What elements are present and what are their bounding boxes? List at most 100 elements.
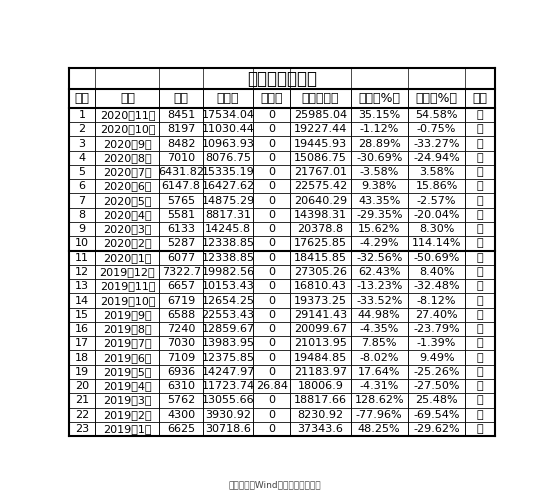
Bar bbox=[95, 350, 160, 365]
Text: -13.23%: -13.23% bbox=[356, 281, 403, 291]
Text: -24.94%: -24.94% bbox=[413, 153, 460, 163]
Bar bbox=[290, 150, 350, 165]
Bar bbox=[290, 108, 350, 122]
Bar bbox=[95, 236, 160, 250]
Bar bbox=[203, 365, 253, 379]
Text: 8197: 8197 bbox=[167, 124, 195, 134]
Text: 19445.93: 19445.93 bbox=[294, 139, 347, 148]
Bar bbox=[350, 165, 408, 179]
Text: 0: 0 bbox=[268, 224, 275, 234]
Bar bbox=[95, 89, 160, 108]
Text: -32.48%: -32.48% bbox=[413, 281, 460, 291]
Bar bbox=[290, 379, 350, 393]
Text: -50.69%: -50.69% bbox=[414, 253, 460, 263]
Text: 16: 16 bbox=[75, 324, 89, 334]
Text: 7010: 7010 bbox=[167, 153, 195, 163]
Text: 6: 6 bbox=[79, 181, 86, 191]
Text: 数据来源：Wind、方正中期研究院: 数据来源：Wind、方正中期研究院 bbox=[229, 480, 321, 489]
Bar bbox=[95, 150, 160, 165]
Bar bbox=[253, 365, 290, 379]
Bar bbox=[290, 222, 350, 236]
Bar bbox=[69, 250, 95, 265]
Text: 48.25%: 48.25% bbox=[358, 424, 400, 434]
Text: 2019年9月: 2019年9月 bbox=[103, 310, 152, 320]
Text: 114.14%: 114.14% bbox=[412, 239, 461, 248]
Text: 35.15%: 35.15% bbox=[358, 110, 400, 120]
Text: 17534.04: 17534.04 bbox=[202, 110, 255, 120]
Text: 日期: 日期 bbox=[120, 92, 135, 105]
Text: 0: 0 bbox=[268, 253, 275, 263]
Text: 5762: 5762 bbox=[167, 395, 195, 405]
Text: 5: 5 bbox=[79, 167, 86, 177]
Bar bbox=[203, 236, 253, 250]
Text: 23: 23 bbox=[75, 424, 89, 434]
Text: 20099.67: 20099.67 bbox=[294, 324, 347, 334]
Text: 吨: 吨 bbox=[477, 110, 483, 120]
Bar bbox=[253, 393, 290, 408]
Text: 15335.19: 15335.19 bbox=[202, 167, 255, 177]
Text: 吨: 吨 bbox=[477, 324, 483, 334]
Text: 62.43%: 62.43% bbox=[358, 267, 400, 277]
Bar bbox=[253, 422, 290, 436]
Bar bbox=[69, 308, 95, 322]
Text: 22575.42: 22575.42 bbox=[294, 181, 347, 191]
Bar bbox=[160, 250, 203, 265]
Bar bbox=[69, 89, 95, 108]
Text: 2019年10月: 2019年10月 bbox=[100, 295, 155, 306]
Bar bbox=[465, 294, 495, 308]
Text: 0: 0 bbox=[268, 353, 275, 363]
Text: 0: 0 bbox=[268, 196, 275, 206]
Bar bbox=[95, 322, 160, 336]
Text: -27.50%: -27.50% bbox=[414, 381, 460, 391]
Bar bbox=[69, 150, 95, 165]
Bar bbox=[465, 236, 495, 250]
Text: 2019年6月: 2019年6月 bbox=[103, 353, 152, 363]
Bar bbox=[69, 265, 95, 279]
Text: 13983.95: 13983.95 bbox=[202, 338, 255, 348]
Bar bbox=[69, 294, 95, 308]
Bar bbox=[290, 179, 350, 194]
Bar bbox=[465, 422, 495, 436]
Text: 序号: 序号 bbox=[75, 92, 90, 105]
Bar bbox=[69, 393, 95, 408]
Bar bbox=[253, 122, 290, 136]
Text: 4300: 4300 bbox=[167, 410, 195, 420]
Bar bbox=[95, 393, 160, 408]
Bar bbox=[160, 136, 203, 150]
Bar bbox=[160, 179, 203, 194]
Bar bbox=[408, 150, 465, 165]
Bar bbox=[203, 294, 253, 308]
Text: 7: 7 bbox=[79, 196, 86, 206]
Text: 9.49%: 9.49% bbox=[419, 353, 454, 363]
Bar bbox=[290, 250, 350, 265]
Bar bbox=[253, 250, 290, 265]
Text: 0: 0 bbox=[268, 424, 275, 434]
Bar bbox=[465, 222, 495, 236]
Text: 14247.97: 14247.97 bbox=[201, 367, 255, 377]
Bar bbox=[350, 122, 408, 136]
Bar bbox=[69, 108, 95, 122]
Bar bbox=[350, 108, 408, 122]
Bar bbox=[465, 179, 495, 194]
Text: 15086.75: 15086.75 bbox=[294, 153, 346, 163]
Text: 19484.85: 19484.85 bbox=[294, 353, 347, 363]
Bar bbox=[408, 136, 465, 150]
Bar bbox=[160, 165, 203, 179]
Text: 2019年2月: 2019年2月 bbox=[103, 410, 152, 420]
Text: 吨: 吨 bbox=[477, 210, 483, 220]
Bar bbox=[465, 108, 495, 122]
Bar bbox=[253, 308, 290, 322]
Text: 吨: 吨 bbox=[477, 167, 483, 177]
Bar bbox=[203, 89, 253, 108]
Text: 4: 4 bbox=[79, 153, 86, 163]
Text: 0: 0 bbox=[268, 310, 275, 320]
Text: 吨: 吨 bbox=[477, 310, 483, 320]
Text: 3.58%: 3.58% bbox=[419, 167, 454, 177]
Bar bbox=[290, 279, 350, 294]
Text: 出口量: 出口量 bbox=[260, 92, 283, 105]
Bar bbox=[95, 122, 160, 136]
Bar bbox=[253, 322, 290, 336]
Text: 2019年1月: 2019年1月 bbox=[103, 424, 152, 434]
Text: 0: 0 bbox=[268, 110, 275, 120]
Text: 2019年8月: 2019年8月 bbox=[103, 324, 152, 334]
